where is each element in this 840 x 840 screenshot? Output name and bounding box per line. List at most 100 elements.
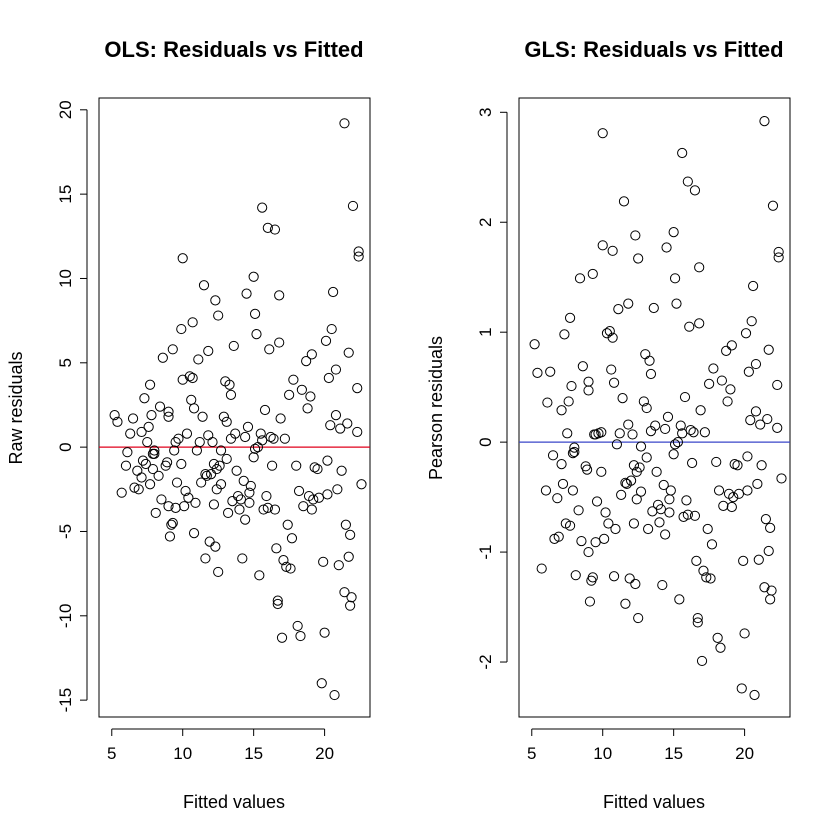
gls-data-point [606,364,617,375]
ols-data-point [259,404,271,416]
gls-data-point [618,196,630,207]
ols-data-point [201,470,212,481]
gls-data-point [682,509,693,520]
gls-data-point [635,486,647,497]
ols-data-point [144,379,156,390]
gls-y-tick-label: 0 [476,437,495,446]
ols-data-point [181,428,193,439]
ols-data-point [301,356,312,367]
gls-data-point [668,227,679,238]
ols-data-point [353,251,364,262]
ols-data-point [332,484,343,495]
gls-data-point [668,449,679,460]
ols-data-point [292,620,303,632]
ols-data-point [183,492,194,503]
ols-data-point [322,455,333,466]
gls-data-point [718,500,729,512]
ols-x-tick-label: 5 [107,744,116,763]
gls-data-point [641,402,652,414]
gls-data-point [686,457,698,469]
gls-data-point [556,459,567,470]
gls-data-point [562,428,573,439]
ols-data-point [240,431,251,443]
gls-data-point [715,642,726,653]
ols-y-tick-label: -10 [56,604,75,629]
gls-data-point [706,539,718,550]
ols-data-point [204,536,215,547]
ols-data-point [318,556,329,567]
ols-data-point [330,364,342,375]
ols-data-point [257,202,268,213]
gls-data-point [532,367,543,378]
gls-data-point [604,325,615,337]
ols-data-point [320,335,332,346]
gls-data-point [627,429,638,440]
ols-data-point [177,374,188,385]
gls-data-point [704,378,715,389]
ols-data-point [184,371,195,382]
ols-data-point [112,416,123,427]
ols-data-point [228,340,239,352]
gls-data-point [750,358,762,370]
gls-data-point [766,585,777,596]
ols-y-tick-label: -15 [56,688,75,713]
gls-data-point [671,298,682,309]
gls-data-point [557,478,569,490]
ols-data-point [336,465,347,476]
ols-data-point [227,496,238,507]
gls-data-point [773,246,784,258]
ols-data-point [133,484,144,495]
ols-data-point [353,246,364,257]
ols-data-point [210,541,221,552]
gls-data-point [740,328,752,339]
gls-data-point [765,522,776,533]
ols-data-point [190,497,201,508]
gls-data-point [742,485,753,496]
ols-data-point [137,455,149,466]
ols-data-point [312,463,323,475]
ols-data-point [278,555,289,566]
gls-data-point [569,446,580,458]
ols-data-point [302,403,313,414]
ols-data-point [339,118,350,129]
ols-data-point [335,423,346,434]
ols-data-point [306,349,317,360]
gls-data-point [745,415,756,426]
gls-data-point [755,419,766,430]
gls-data-point [738,555,749,566]
gls-data-point [616,489,627,501]
gls-data-point [733,488,745,499]
gls-data-point [743,366,754,377]
ols-data-point [282,519,293,530]
ols-data-point [306,504,317,515]
ols-data-point [125,428,136,439]
gls-data-point [529,339,540,350]
ols-data-point [249,308,261,319]
ols-data-point [186,394,197,406]
ols-data-point [285,563,296,574]
ols-data-point [116,487,127,498]
ols-y-tick-label: 5 [56,358,75,367]
gls-data-point [688,427,699,438]
gls-data-point [633,253,644,264]
gls-data-point [669,273,681,284]
ols-data-point [154,401,166,412]
gls-data-point [657,579,668,591]
ols-data-point [240,514,251,525]
gls-data-point [610,523,621,535]
gls-data-point [759,115,770,127]
ols-data-point [244,487,255,498]
ols-data-point [325,420,336,431]
gls-data-point [587,572,598,583]
ols-data-point [296,384,307,395]
gls-panel: GLS: Residuals vs Fitted Fitted values P… [426,37,791,812]
gls-data-point [620,598,631,609]
ols-data-point [261,490,272,502]
gls-data-point [773,252,784,263]
gls-data-point [631,494,642,505]
gls-data-point [613,303,624,315]
gls-data-point [583,376,594,387]
gls-data-point [547,450,559,461]
ols-data-point [176,323,187,335]
